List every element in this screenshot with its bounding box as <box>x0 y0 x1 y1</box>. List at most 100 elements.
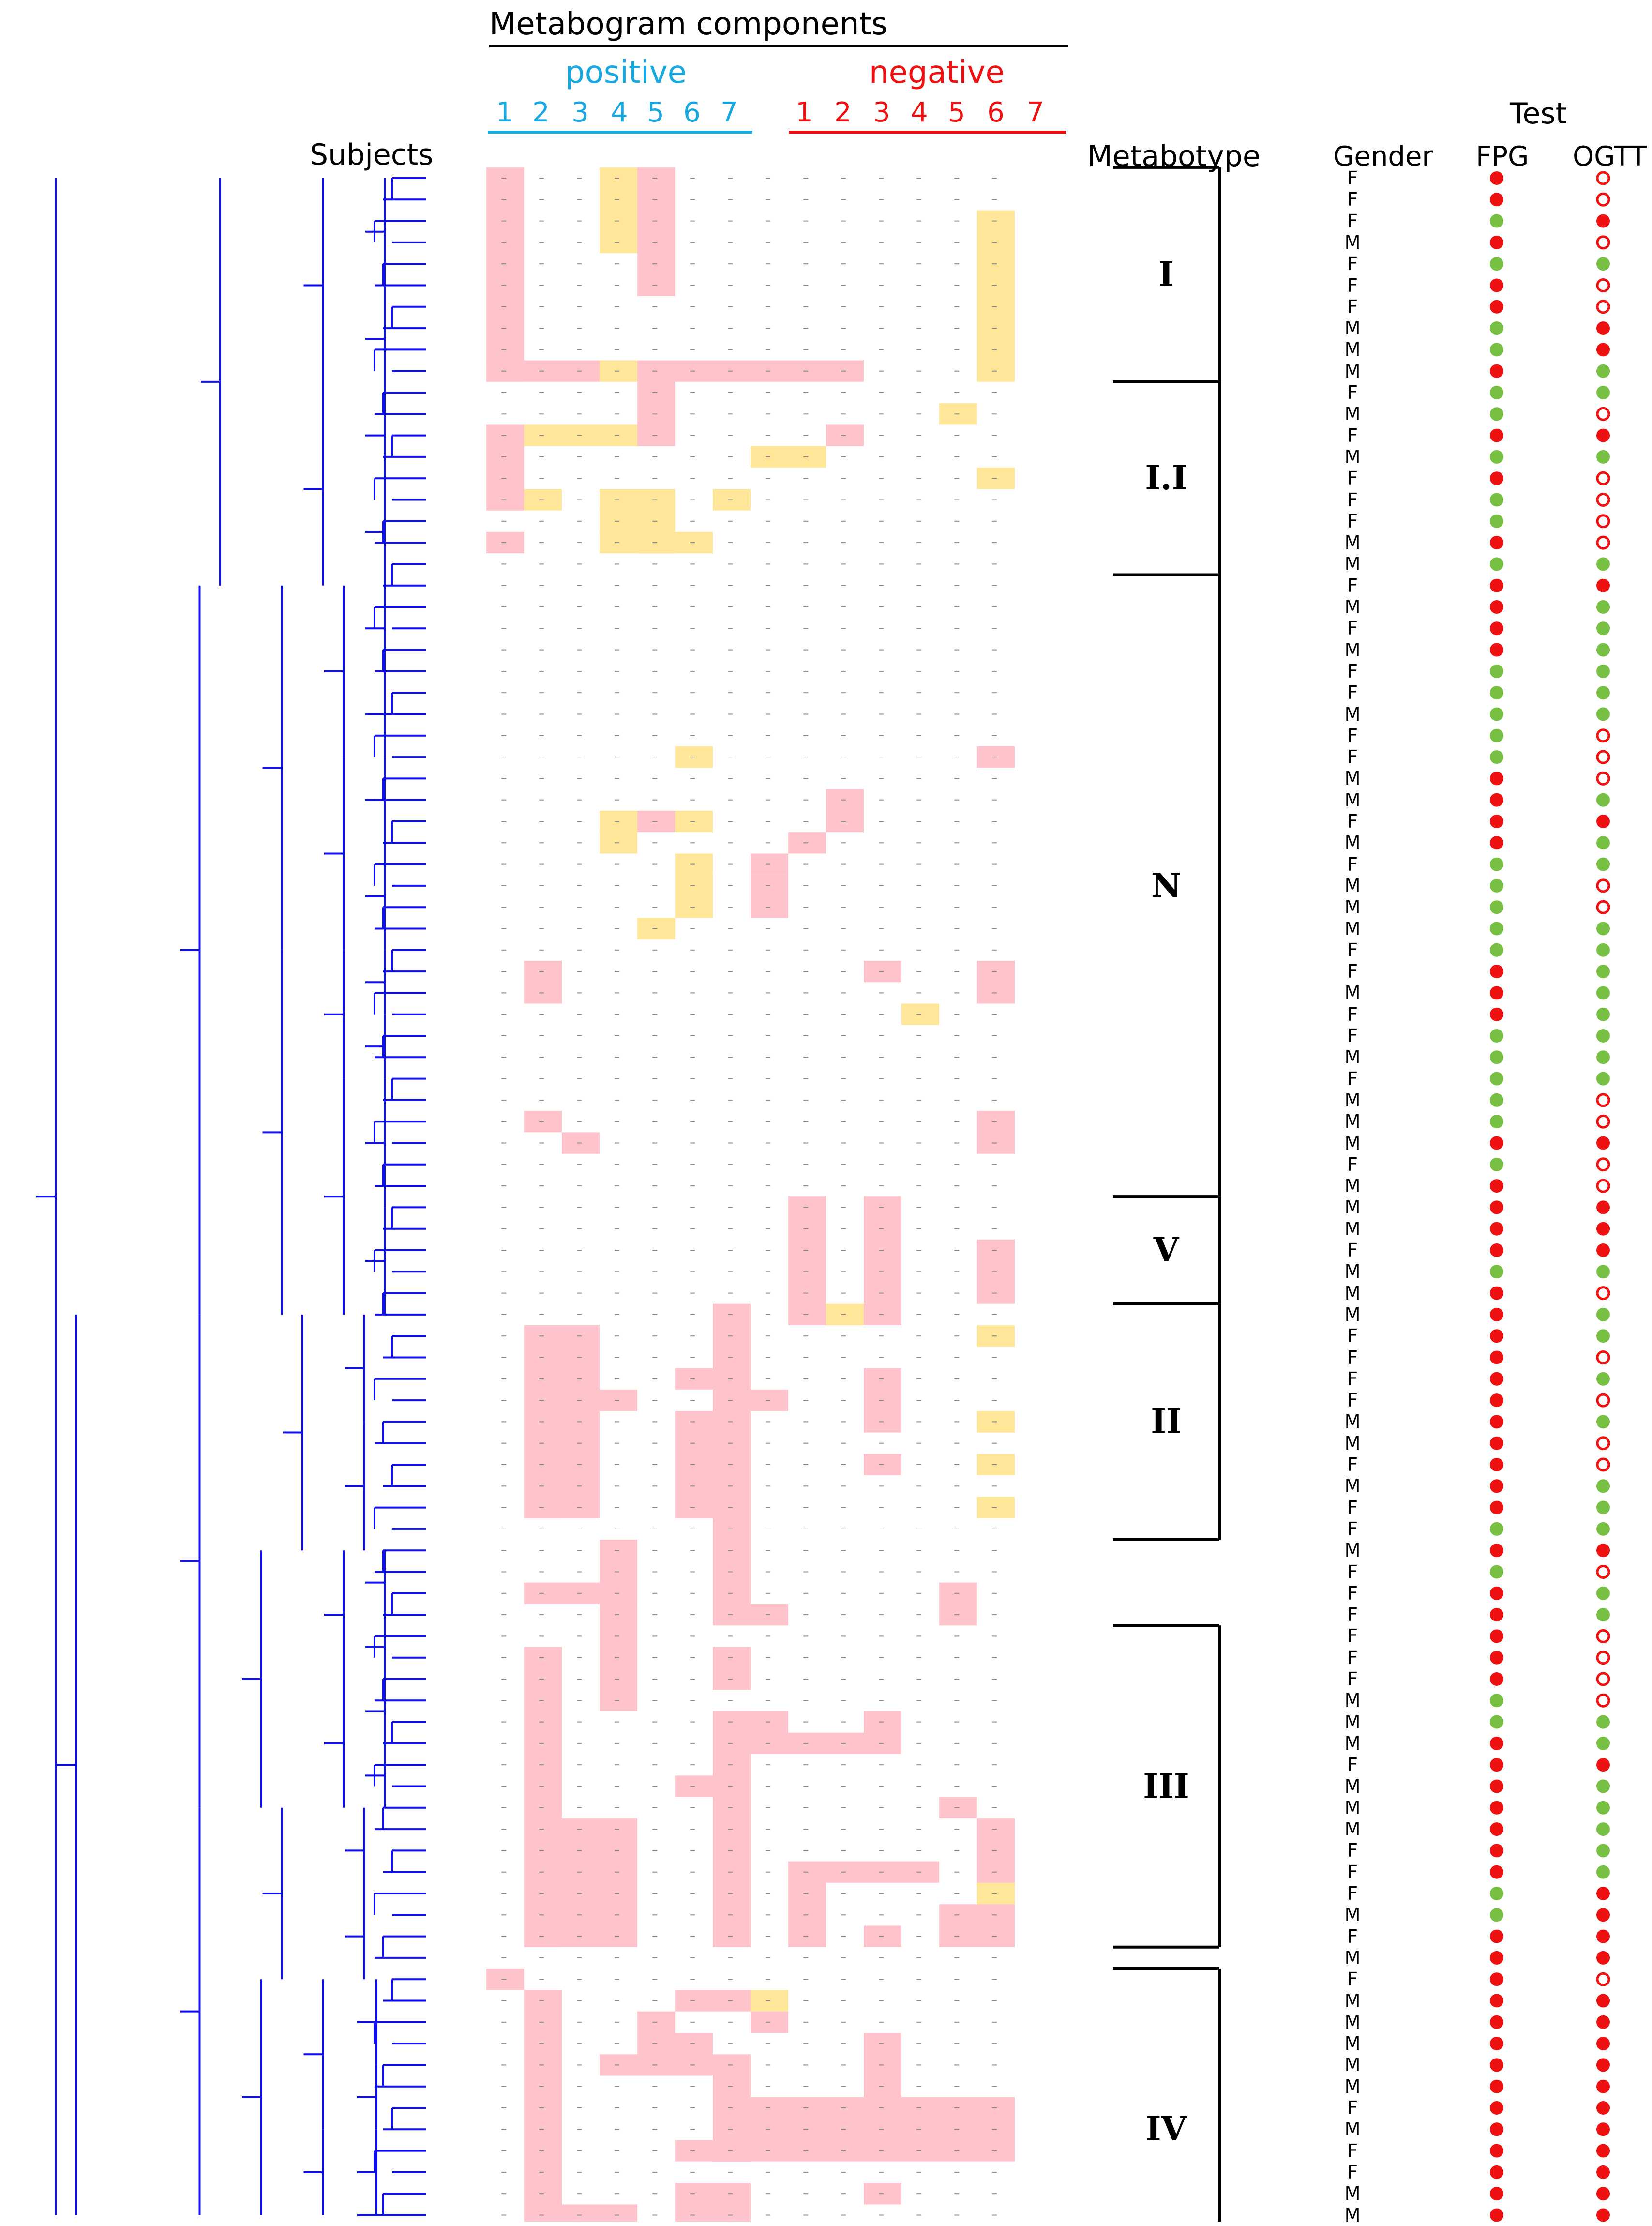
gender-value: M <box>1344 360 1361 382</box>
gender-value: F <box>1347 1240 1358 1261</box>
cell-value-mark <box>615 1850 620 1851</box>
gender-value: F <box>1347 746 1358 768</box>
cell-value-mark <box>992 1121 997 1122</box>
cell-value-mark <box>615 713 620 715</box>
cell-value-mark <box>992 178 997 179</box>
cell-value-mark <box>652 349 658 350</box>
cell-value-mark <box>615 1099 620 1101</box>
cell-value-mark <box>690 1185 695 1187</box>
ogtt-dot <box>1596 1479 1610 1493</box>
cell-value-mark <box>577 178 582 179</box>
cell-value-mark <box>652 713 658 715</box>
cell-value-mark <box>841 2043 846 2044</box>
gender-value: F <box>1347 1840 1358 1862</box>
cell-value-mark <box>577 285 582 286</box>
cell-value-mark <box>615 1250 620 1251</box>
cell-value-mark <box>841 1057 846 1058</box>
cell-value-mark <box>577 628 582 629</box>
cell-value-mark <box>539 1421 544 1423</box>
cell-value-mark <box>916 821 922 822</box>
cell-value-mark <box>841 2064 846 2066</box>
cell-value-mark <box>728 220 733 222</box>
cell-value-mark <box>841 263 846 265</box>
cell-value-mark <box>954 1550 960 1551</box>
cell-value-mark <box>766 1979 771 1980</box>
cell-value-mark <box>916 1850 922 1851</box>
ogtt-dot <box>1596 1865 1610 1879</box>
cell-value-mark <box>992 1378 997 1379</box>
cell-value-mark <box>954 1786 960 1787</box>
cell-value-mark <box>803 2107 809 2108</box>
cell-value-mark <box>766 2193 771 2195</box>
cell-value-mark <box>916 1550 922 1551</box>
cell-value-mark <box>766 1357 771 1358</box>
cell-value-mark <box>841 1207 846 1208</box>
positive-component-5: 5 <box>647 97 664 128</box>
cell-value-mark <box>615 413 620 415</box>
positive-component-3: 3 <box>571 97 589 128</box>
cell-value-mark <box>954 1679 960 1680</box>
cell-value-mark <box>841 392 846 393</box>
cell-value-mark <box>728 907 733 908</box>
cell-value-mark <box>766 1314 771 1315</box>
cell-value-mark <box>577 1078 582 1079</box>
cell-value-mark <box>690 928 695 929</box>
cell-value-mark <box>992 242 997 243</box>
cell-value-mark <box>954 863 960 865</box>
cell-value-mark <box>916 1357 922 1358</box>
ogtt-dot <box>1596 343 1610 357</box>
cell-value-mark <box>728 1464 733 1465</box>
cell-value-mark <box>501 1142 507 1144</box>
cell-value-mark <box>501 2193 507 2195</box>
cell-value-mark <box>916 1142 922 1144</box>
cell-value-mark <box>690 649 695 651</box>
cell-value-mark <box>916 1464 922 1465</box>
cell-value-mark <box>539 1957 544 1958</box>
cell-value-mark <box>728 885 733 886</box>
cell-value-mark <box>690 1014 695 1015</box>
cell-value-mark <box>539 1614 544 1616</box>
ogtt-label: OGTT <box>1573 141 1647 172</box>
cell-value-mark <box>652 563 658 565</box>
cell-value-mark <box>652 2043 658 2044</box>
cell-value-mark <box>690 692 695 694</box>
cell-value-mark <box>615 1635 620 1637</box>
cell-value-mark <box>577 1207 582 1208</box>
cell-value-mark <box>615 1807 620 1808</box>
fpg-dot <box>1490 1608 1503 1622</box>
cell-value-mark <box>766 2171 771 2173</box>
cell-value-mark <box>728 285 733 286</box>
cell-value-mark <box>652 1035 658 1036</box>
cell-value-mark <box>954 1914 960 1916</box>
cell-value-mark <box>539 971 544 972</box>
cell-value-mark <box>615 2214 620 2216</box>
cell-value-mark <box>501 520 507 522</box>
cell-value-mark <box>954 928 960 929</box>
cell-value-mark <box>539 1936 544 1937</box>
subjects-label: Subjects <box>310 138 434 172</box>
cell-value-mark <box>690 628 695 629</box>
cell-value-mark <box>879 1099 884 1101</box>
gender-value: F <box>1347 510 1358 532</box>
fpg-dot <box>1490 364 1503 378</box>
cell-value-mark <box>879 1164 884 1165</box>
cell-value-mark <box>577 606 582 607</box>
cell-value-mark <box>803 285 809 286</box>
cell-value-mark <box>841 1078 846 1079</box>
gender-value: M <box>1344 918 1361 939</box>
cell-value-mark <box>766 1099 771 1101</box>
cell-value-mark <box>954 520 960 522</box>
cell-value-mark <box>501 885 507 886</box>
cell-value-mark <box>841 992 846 994</box>
cell-value-mark <box>766 1035 771 1036</box>
cell-value-mark <box>577 842 582 844</box>
fpg-dot <box>1490 1715 1503 1729</box>
heatmap-cell-yellow <box>675 875 713 918</box>
cell-value-mark <box>501 1442 507 1444</box>
cell-value-mark <box>501 992 507 994</box>
cell-value-mark <box>992 563 997 565</box>
cell-value-mark <box>690 263 695 265</box>
cell-value-mark <box>954 949 960 951</box>
cell-value-mark <box>615 1292 620 1294</box>
cell-value-mark <box>766 435 771 436</box>
